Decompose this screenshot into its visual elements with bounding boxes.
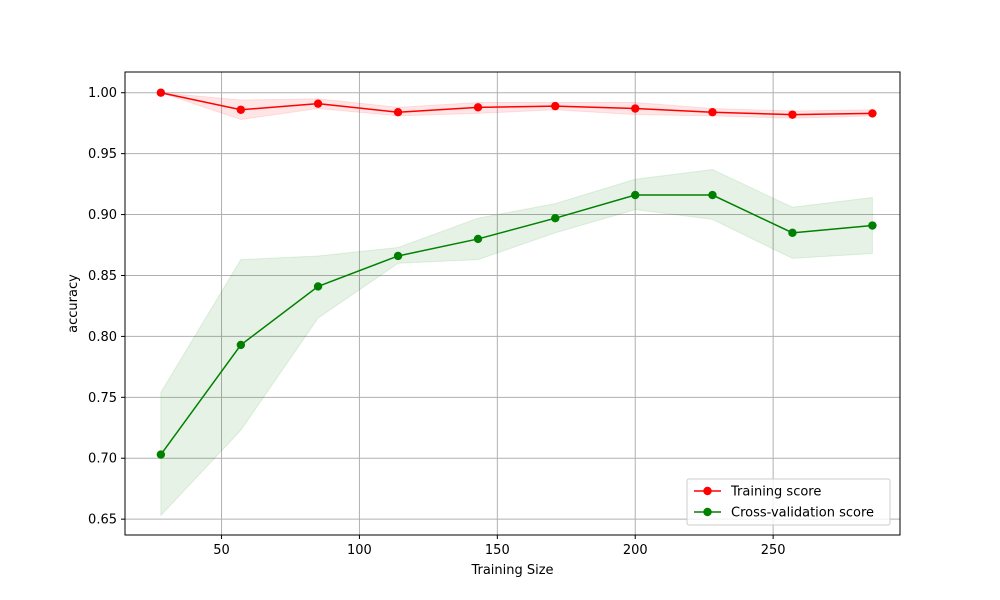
point-series-0 bbox=[393, 108, 403, 117]
legend-box bbox=[686, 478, 891, 526]
plot-frame bbox=[124, 71, 901, 536]
grid bbox=[125, 72, 900, 535]
y-axis-label: accuracy bbox=[66, 274, 81, 333]
point-series-1 bbox=[788, 228, 797, 238]
point-series-0 bbox=[473, 103, 483, 112]
point-series-0 bbox=[551, 101, 560, 111]
point-series-1 bbox=[708, 190, 717, 200]
point-series-1 bbox=[868, 221, 877, 230]
point-series-0 bbox=[156, 88, 166, 97]
line-series-0 bbox=[160, 91, 873, 116]
point-series-0 bbox=[631, 104, 640, 113]
band-series-1 bbox=[160, 168, 873, 517]
point-series-0 bbox=[313, 99, 323, 108]
y-tick-label: 0.85 bbox=[88, 269, 117, 284]
point-series-1 bbox=[313, 282, 323, 291]
point-series-1 bbox=[156, 450, 166, 459]
point-series-1 bbox=[631, 190, 640, 200]
legend-marker-0 bbox=[703, 486, 712, 496]
series-markers bbox=[156, 88, 877, 459]
point-series-0 bbox=[236, 105, 246, 114]
point-series-1 bbox=[393, 251, 403, 261]
y-tick-label: 0.65 bbox=[88, 513, 117, 528]
series-lines bbox=[160, 91, 873, 456]
y-tick-label: 0.90 bbox=[88, 208, 117, 223]
point-series-1 bbox=[473, 234, 483, 244]
x-tick-label: 50 bbox=[213, 543, 230, 558]
point-series-1 bbox=[551, 214, 560, 223]
legend: Training score Cross-validation score bbox=[686, 478, 891, 526]
x-tick-label: 100 bbox=[347, 543, 372, 558]
line-series-1 bbox=[160, 194, 873, 456]
x-axis-label: Training Size bbox=[470, 563, 553, 578]
point-series-0 bbox=[788, 110, 797, 119]
axis-ticks: 50 100 150 200 250 0.65 0.70 0.75 0.80 0.85 0.90 0.… bbox=[88, 86, 785, 558]
y-tick-label: 0.95 bbox=[88, 147, 117, 162]
x-tick-label: 150 bbox=[485, 543, 510, 558]
x-tick-label: 200 bbox=[623, 543, 648, 558]
y-tick-label: 0.75 bbox=[88, 391, 117, 406]
y-tick-label: 1.00 bbox=[88, 86, 117, 101]
x-tick-label: 250 bbox=[761, 543, 786, 558]
y-tick-label: 0.70 bbox=[88, 452, 117, 467]
point-series-0 bbox=[708, 108, 717, 117]
legend-label-1: Cross-validation score bbox=[731, 506, 874, 521]
point-series-0 bbox=[868, 109, 877, 118]
y-tick-label: 0.80 bbox=[88, 330, 117, 345]
legend-label-0: Training score bbox=[730, 485, 821, 500]
point-series-1 bbox=[236, 340, 246, 350]
legend-marker-1 bbox=[703, 507, 712, 517]
